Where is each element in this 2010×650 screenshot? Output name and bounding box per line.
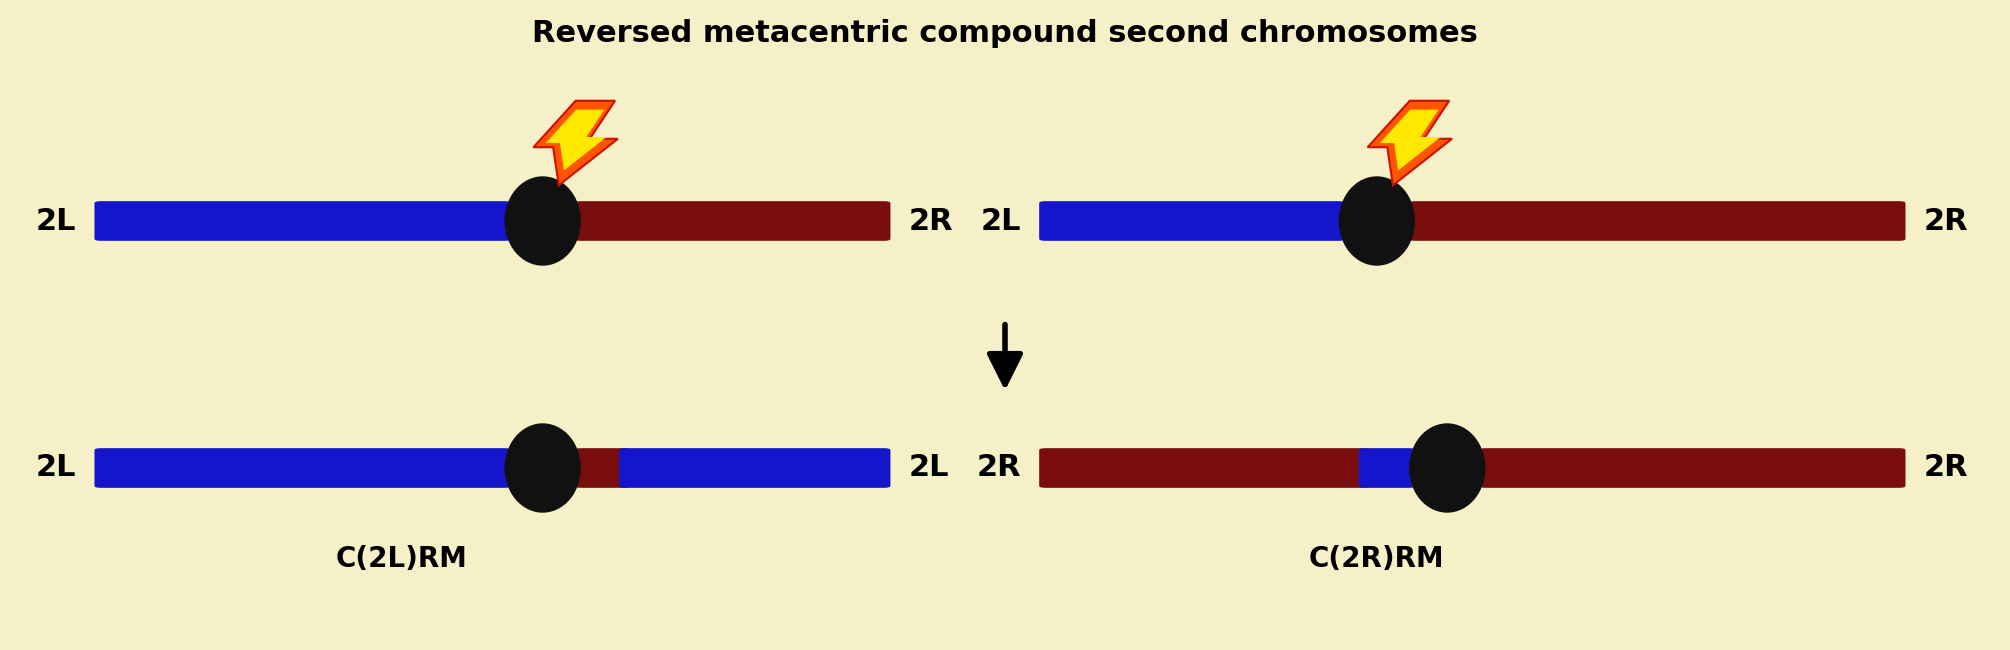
Text: Reversed metacentric compound second chromosomes: Reversed metacentric compound second chr…: [533, 20, 1477, 49]
FancyBboxPatch shape: [94, 201, 511, 240]
Text: 2R: 2R: [1924, 454, 1968, 482]
Text: 2L: 2L: [36, 207, 76, 235]
Text: 2R: 2R: [1924, 207, 1968, 235]
FancyBboxPatch shape: [575, 201, 890, 240]
Ellipse shape: [1409, 423, 1485, 513]
FancyBboxPatch shape: [1409, 201, 1905, 240]
Polygon shape: [1367, 101, 1451, 185]
FancyBboxPatch shape: [575, 448, 631, 488]
Polygon shape: [533, 101, 617, 185]
FancyBboxPatch shape: [619, 448, 890, 488]
Text: C(2R)RM: C(2R)RM: [1309, 545, 1445, 573]
FancyBboxPatch shape: [94, 448, 511, 488]
FancyBboxPatch shape: [1039, 448, 1371, 488]
Ellipse shape: [505, 423, 581, 513]
Text: 2R: 2R: [909, 207, 953, 235]
Ellipse shape: [1339, 176, 1415, 266]
Text: 2L: 2L: [36, 454, 76, 482]
Text: 2R: 2R: [977, 454, 1021, 482]
Ellipse shape: [505, 176, 581, 266]
Polygon shape: [1381, 110, 1441, 170]
Text: C(2L)RM: C(2L)RM: [336, 545, 468, 573]
FancyBboxPatch shape: [1479, 448, 1905, 488]
Polygon shape: [547, 110, 607, 170]
FancyBboxPatch shape: [1039, 201, 1345, 240]
Text: 2L: 2L: [981, 207, 1021, 235]
FancyBboxPatch shape: [1359, 448, 1415, 488]
Text: 2L: 2L: [909, 454, 949, 482]
